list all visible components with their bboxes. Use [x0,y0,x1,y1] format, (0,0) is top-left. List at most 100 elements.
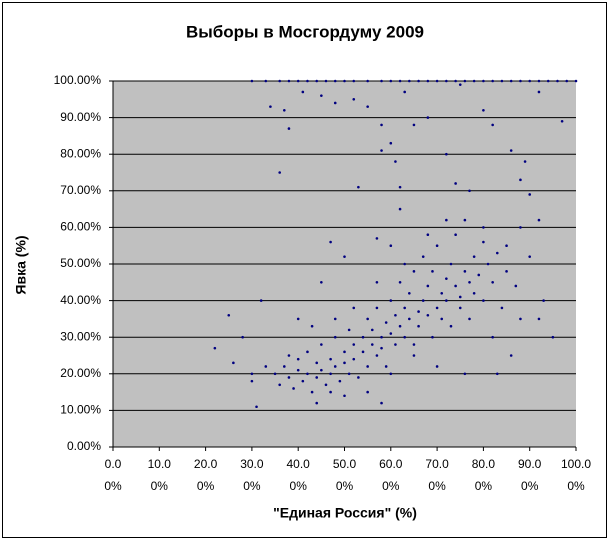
point [375,306,379,310]
point [320,94,323,97]
point [315,79,319,83]
point [394,343,397,346]
point [306,372,309,376]
point [343,350,346,354]
point [431,335,434,339]
point [445,218,448,222]
point [431,270,434,273]
point [398,281,402,284]
point [412,354,416,357]
point [574,79,578,83]
point [519,317,522,321]
point [454,79,457,83]
x-tick-label: 30.00% [240,457,264,493]
point [495,372,499,376]
point [375,281,379,284]
point [389,244,393,247]
point [482,299,485,302]
point [426,116,430,119]
y-tick-label: 80.00% [60,146,101,160]
point [408,291,411,295]
point [551,335,555,339]
y-axis-title: Явка (%) [13,235,29,294]
point [398,207,402,211]
y-tick-label: 20.00% [60,366,101,380]
point [454,233,457,237]
point [394,313,397,317]
point [343,394,346,398]
point [472,255,476,258]
x-tick-label: 100.00% [560,457,592,493]
point [296,357,300,361]
point [250,79,254,83]
y-tick-label: 0.00% [67,439,101,453]
point [495,251,499,255]
point [445,79,448,83]
point [440,317,444,321]
point [537,79,541,83]
point [528,79,531,83]
point [398,185,402,189]
point [519,226,522,229]
point [542,299,545,302]
point [255,405,258,409]
point [329,357,332,361]
point [333,317,337,321]
point [537,90,541,94]
point [361,350,365,354]
point [232,361,235,365]
x-tick-label: 80.00% [471,457,496,493]
point [380,79,383,83]
point [384,365,388,368]
point [380,401,383,405]
point [264,79,268,83]
point [389,372,393,376]
point [338,379,342,383]
point [301,379,305,383]
point [491,123,494,127]
point [519,79,522,83]
point [426,313,430,317]
point [560,119,564,123]
point [310,390,314,394]
y-tick-label: 50.00% [60,256,101,270]
point [398,79,402,83]
x-tick-label: 60.00% [379,457,403,493]
point [380,149,383,152]
point [306,350,309,354]
y-tick-label: 40.00% [60,293,101,307]
point [352,357,356,361]
point [380,346,383,350]
point [509,354,513,357]
point [491,79,494,83]
point [458,295,462,299]
point [440,291,444,295]
point [403,306,406,310]
point [468,189,471,193]
point [320,368,323,372]
point [412,343,416,346]
point [537,317,541,321]
point [389,141,393,145]
point [329,390,332,394]
point [366,105,369,108]
point [352,98,356,101]
point [398,324,402,328]
point [347,372,351,376]
point [426,79,430,83]
point [421,255,425,258]
point [241,335,244,339]
point [449,324,453,328]
point [324,383,328,387]
point [454,284,457,288]
point [301,90,305,94]
point [278,383,281,387]
point [283,108,286,112]
chart-title: Выборы в Мосгордуму 2009 [186,22,424,41]
point [421,299,425,302]
point [296,368,300,372]
point [449,262,453,266]
point [435,365,439,368]
point [389,79,393,83]
